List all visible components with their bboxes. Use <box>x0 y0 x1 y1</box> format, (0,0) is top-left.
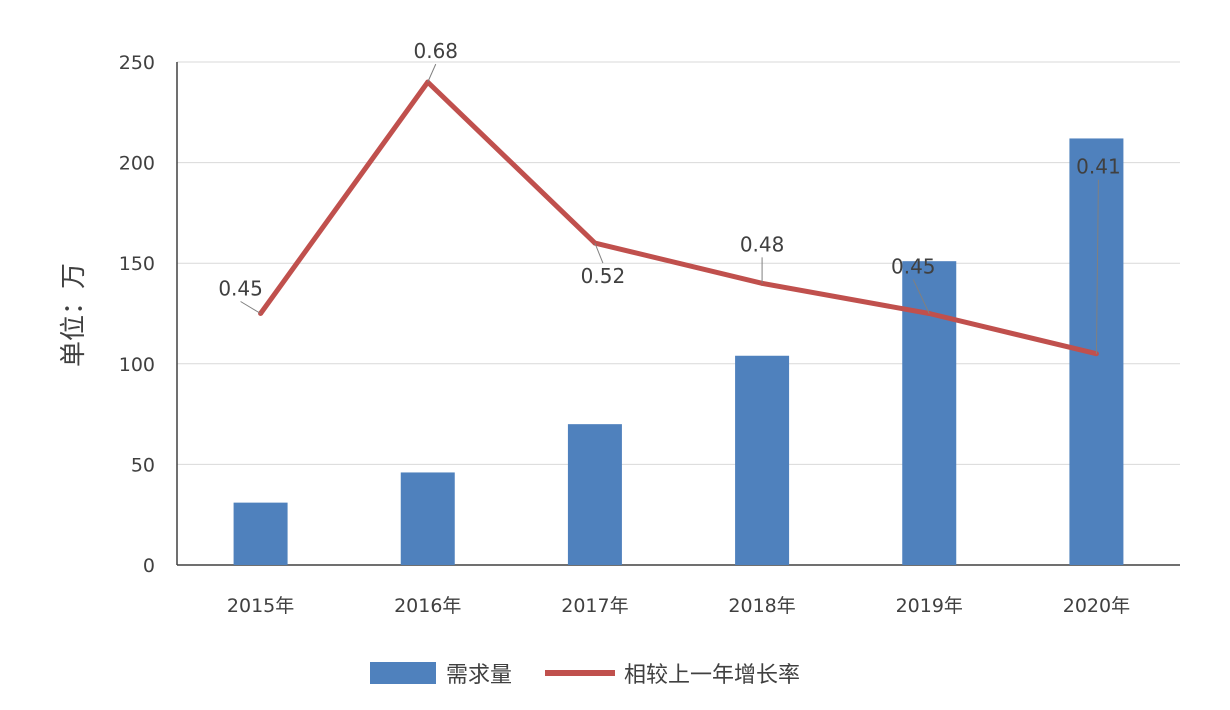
data-label: 0.52 <box>581 264 626 288</box>
y-tick-label: 250 <box>119 52 155 74</box>
y-tick-label: 100 <box>119 354 155 376</box>
growth-line <box>258 79 1098 357</box>
legend-label-bar: 需求量 <box>446 663 512 688</box>
bar <box>902 261 957 565</box>
x-tick-label: 2019年 <box>896 595 963 617</box>
legend-label-line: 相较上一年增长率 <box>624 663 800 688</box>
data-label-leader <box>912 279 930 314</box>
data-label-leader <box>427 63 437 83</box>
data-label: 0.41 <box>1076 155 1121 179</box>
data-label-leader <box>240 301 261 314</box>
data-label: 0.45 <box>891 255 936 279</box>
data-label-leader <box>594 242 604 264</box>
y-tick-label: 0 <box>143 555 155 577</box>
x-tick-label: 2018年 <box>728 595 795 617</box>
legend-swatch-bar <box>370 662 436 684</box>
data-label: 0.45 <box>218 277 263 301</box>
bar <box>233 502 288 565</box>
y-axis-label: 单位：万 <box>59 263 89 367</box>
y-tick-label: 50 <box>131 454 155 476</box>
bar <box>567 424 622 565</box>
x-tick-label: 2015年 <box>227 595 294 617</box>
bar <box>735 355 790 565</box>
bar <box>400 472 455 565</box>
y-tick-label: 150 <box>119 253 155 275</box>
data-label-leader <box>1095 179 1099 354</box>
x-tick-label: 2017年 <box>561 595 628 617</box>
x-tick-label: 2016年 <box>394 595 461 617</box>
x-tick-label: 2020年 <box>1063 595 1130 617</box>
data-label: 0.48 <box>740 232 785 256</box>
data-label: 0.68 <box>413 39 458 63</box>
y-tick-label: 200 <box>119 153 155 175</box>
